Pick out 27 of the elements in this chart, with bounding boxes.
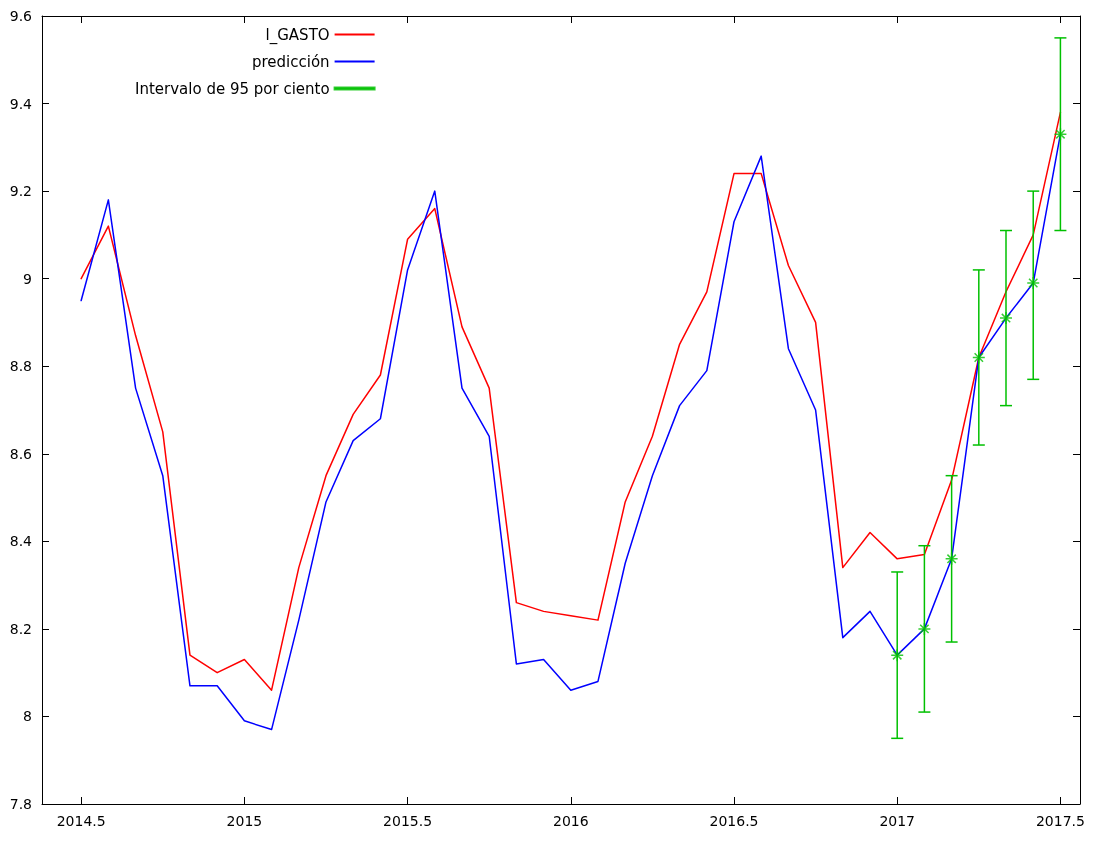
y-tick-label: 8.6 — [9, 445, 33, 462]
x-tick-label: 2016 — [552, 813, 589, 829]
point — [1053, 127, 1068, 141]
y-tick-label: 9.6 — [9, 8, 33, 24]
y-tick-label: 9.2 — [9, 183, 32, 200]
legend-label: Intervalo de 95 por ciento — [135, 79, 330, 98]
point — [917, 622, 932, 636]
x-tick-label: 2015.5 — [383, 813, 433, 829]
x-tick-label: 2017 — [879, 813, 916, 829]
y-tick-label: 8.2 — [9, 620, 32, 637]
point — [944, 552, 959, 566]
point — [890, 648, 904, 662]
point — [1026, 276, 1040, 290]
y-tick-label: 9 — [23, 270, 32, 287]
x-tick-label: 2017.5 — [1035, 813, 1085, 829]
y-tick-label: 8 — [23, 708, 32, 725]
y-tick-label: 7.8 — [9, 796, 32, 812]
x-tick-label: 2014.5 — [56, 813, 106, 829]
point — [972, 350, 986, 365]
y-tick-label: 8.8 — [9, 358, 32, 375]
legend-label: predicción — [251, 52, 330, 71]
x-tick-label: 2015 — [226, 813, 263, 829]
point — [999, 311, 1013, 325]
legend-label: l_GASTO — [265, 25, 330, 45]
y-tick-label: 8.4 — [9, 533, 33, 550]
y-tick-label: 9.4 — [9, 95, 33, 112]
x-tick-label: 2016.5 — [709, 813, 759, 829]
